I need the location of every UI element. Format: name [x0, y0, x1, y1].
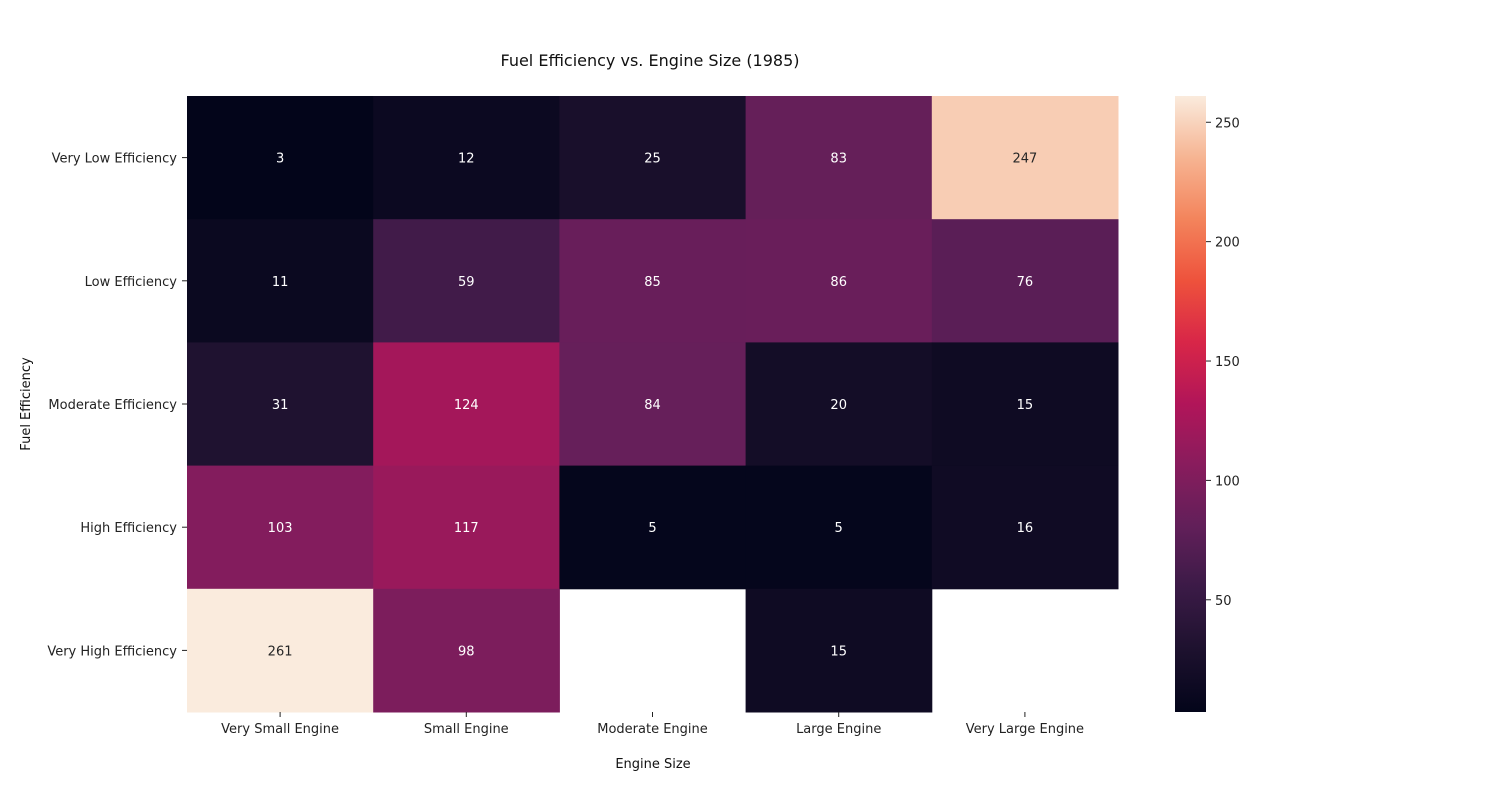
heatmap-cell [931, 219, 1119, 343]
cell-value-label: 86 [830, 275, 847, 290]
heatmap-cell [373, 342, 560, 467]
cell-value-label: 59 [458, 275, 475, 290]
y-tick-label: High Efficiency [80, 521, 177, 536]
cell-value-label: 247 [1012, 152, 1037, 167]
heatmap-cell [559, 465, 747, 590]
colorbar-bar [1175, 96, 1206, 712]
heatmap-cell [373, 219, 560, 343]
y-axis-ticks: Very Low Efficiency Low Efficiency Moderat… [47, 152, 187, 659]
heatmap-cell [931, 96, 1119, 220]
cell-value-label: 117 [454, 521, 479, 536]
heatmap-cell [745, 588, 933, 713]
heatmap-cell [373, 588, 560, 713]
colorbar-tick-label: 250 [1215, 116, 1240, 131]
colorbar-tick-label: 50 [1215, 594, 1232, 609]
cell-value-label: 12 [458, 152, 475, 167]
cell-value-label: 103 [268, 521, 293, 536]
heatmap-cell [931, 342, 1119, 467]
heatmap-cell [187, 588, 374, 713]
cell-value-label: 20 [830, 398, 847, 413]
y-axis-label: Fuel Efficiency [19, 357, 34, 451]
heatmap-cell [745, 219, 933, 343]
colorbar-tick-label: 150 [1215, 355, 1240, 370]
heatmap-cell [559, 342, 747, 467]
heatmap-cells [187, 96, 1119, 713]
cell-value-label: 31 [272, 398, 289, 413]
cell-value-label: 83 [830, 152, 847, 167]
cell-value-label: 15 [830, 644, 847, 659]
heatmap-cell [187, 219, 374, 343]
colorbar-tick-label: 100 [1215, 474, 1240, 489]
cell-value-label: 261 [268, 644, 293, 659]
cell-value-label: 124 [454, 398, 479, 413]
heatmap-cell [745, 96, 933, 220]
y-tick-label: Very Low Efficiency [52, 152, 178, 167]
heatmap-cell [931, 465, 1119, 590]
y-tick-label: Moderate Efficiency [48, 398, 177, 413]
x-tick-label: Large Engine [796, 722, 881, 737]
x-tick-label: Very Small Engine [221, 722, 339, 737]
heatmap-cell [373, 465, 560, 590]
x-tick-label: Moderate Engine [597, 722, 708, 737]
cell-value-label: 11 [272, 275, 289, 290]
cell-value-label: 85 [644, 275, 661, 290]
heatmap-cell [373, 96, 560, 220]
x-axis-ticks: Very Small Engine Small Engine Moderate En… [221, 712, 1084, 737]
heatmap-cell [745, 465, 933, 590]
cell-value-label: 5 [648, 521, 656, 536]
x-tick-label: Very Large Engine [966, 722, 1084, 737]
heatmap-cell [559, 219, 747, 343]
heatmap-cell [187, 342, 374, 467]
heatmap-cell [187, 96, 374, 220]
cell-value-label: 5 [835, 521, 843, 536]
x-axis-label: Engine Size [615, 757, 690, 772]
cell-value-label: 3 [276, 152, 284, 167]
colorbar-tick-label: 200 [1215, 236, 1240, 251]
heatmap-cell [187, 465, 374, 590]
colorbar: 50 100 150 200 250 [1175, 96, 1240, 712]
cell-value-label: 76 [1017, 275, 1034, 290]
cell-value-label: 84 [644, 398, 661, 413]
heatmap-cell [559, 96, 747, 220]
y-tick-label: Low Efficiency [85, 275, 178, 290]
heatmap-cell [745, 342, 933, 467]
chart-title: Fuel Efficiency vs. Engine Size (1985) [500, 51, 799, 70]
cell-value-label: 15 [1017, 398, 1034, 413]
y-tick-label: Very High Efficiency [47, 644, 177, 659]
heatmap-cell-labels: 3 12 25 83 247 11 59 85 86 76 31 124 84 20 15 103 117 5 5 1… [268, 152, 1038, 660]
cell-value-label: 25 [644, 152, 661, 167]
x-tick-label: Small Engine [424, 722, 509, 737]
cell-value-label: 16 [1017, 521, 1034, 536]
cell-value-label: 98 [458, 644, 475, 659]
